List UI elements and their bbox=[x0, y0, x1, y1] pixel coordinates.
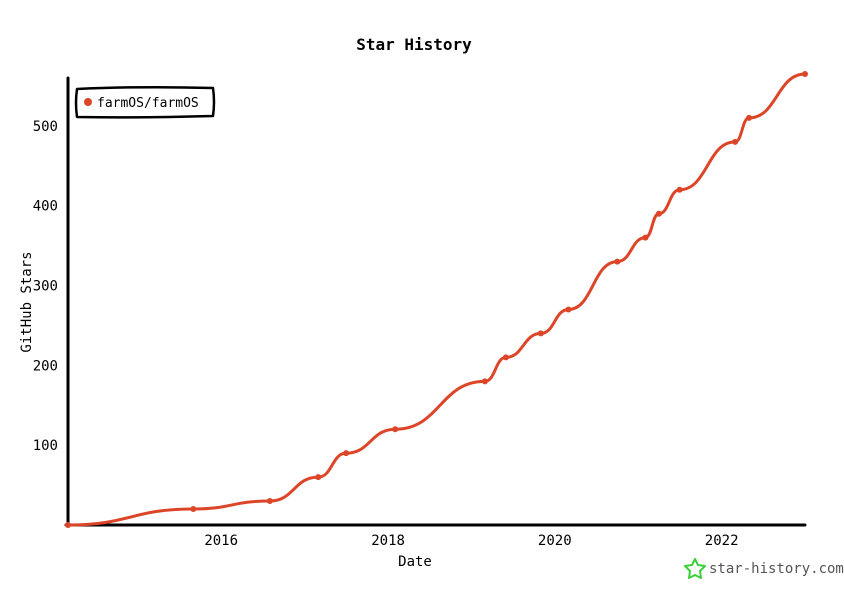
y-tick-label: 100 bbox=[33, 438, 58, 454]
legend: farmOS/farmOS bbox=[74, 85, 216, 119]
data-point bbox=[190, 506, 197, 513]
data-point bbox=[502, 354, 509, 361]
series-line-farmos bbox=[66, 72, 807, 527]
y-tick-label: 400 bbox=[33, 199, 58, 215]
data-point bbox=[315, 474, 322, 481]
data-point bbox=[732, 138, 739, 145]
legend-swatch bbox=[84, 98, 92, 106]
legend-entry-label: farmOS/farmOS bbox=[97, 96, 199, 111]
data-point bbox=[392, 426, 399, 433]
x-tick-label: 2018 bbox=[371, 533, 405, 549]
y-tick-label: 200 bbox=[33, 358, 58, 374]
y-axis-line bbox=[66, 76, 70, 528]
data-point bbox=[537, 330, 544, 337]
data-point bbox=[65, 522, 71, 528]
series-layer bbox=[65, 71, 808, 528]
y-axis-label: GitHub Stars bbox=[19, 251, 35, 352]
data-point bbox=[266, 498, 273, 505]
brand-watermark[interactable]: star-history.com bbox=[684, 558, 844, 579]
x-axis-label: Date bbox=[398, 554, 432, 570]
data-point bbox=[565, 306, 572, 313]
star-icon bbox=[684, 558, 706, 579]
x-tick-label: 2020 bbox=[538, 533, 572, 549]
data-point bbox=[642, 234, 649, 241]
y-tick-label: 300 bbox=[33, 279, 58, 295]
x-axis-line bbox=[64, 523, 807, 527]
x-ticks: 2016 2018 2020 2022 bbox=[204, 533, 738, 549]
x-tick-label: 2022 bbox=[705, 533, 739, 549]
data-point bbox=[481, 378, 488, 385]
data-point bbox=[802, 71, 808, 78]
data-point bbox=[655, 210, 662, 217]
data-point bbox=[676, 186, 683, 193]
legend-box bbox=[74, 85, 216, 119]
brand-text: star-history.com bbox=[709, 561, 844, 577]
data-point bbox=[343, 450, 350, 457]
y-ticks: 100 200 300 400 500 bbox=[33, 119, 58, 454]
x-tick-label: 2016 bbox=[204, 533, 238, 549]
chart-title: Star History bbox=[356, 35, 472, 54]
data-point bbox=[614, 258, 621, 265]
y-tick-label: 500 bbox=[33, 119, 58, 135]
data-point bbox=[746, 114, 753, 121]
axes bbox=[64, 76, 807, 528]
